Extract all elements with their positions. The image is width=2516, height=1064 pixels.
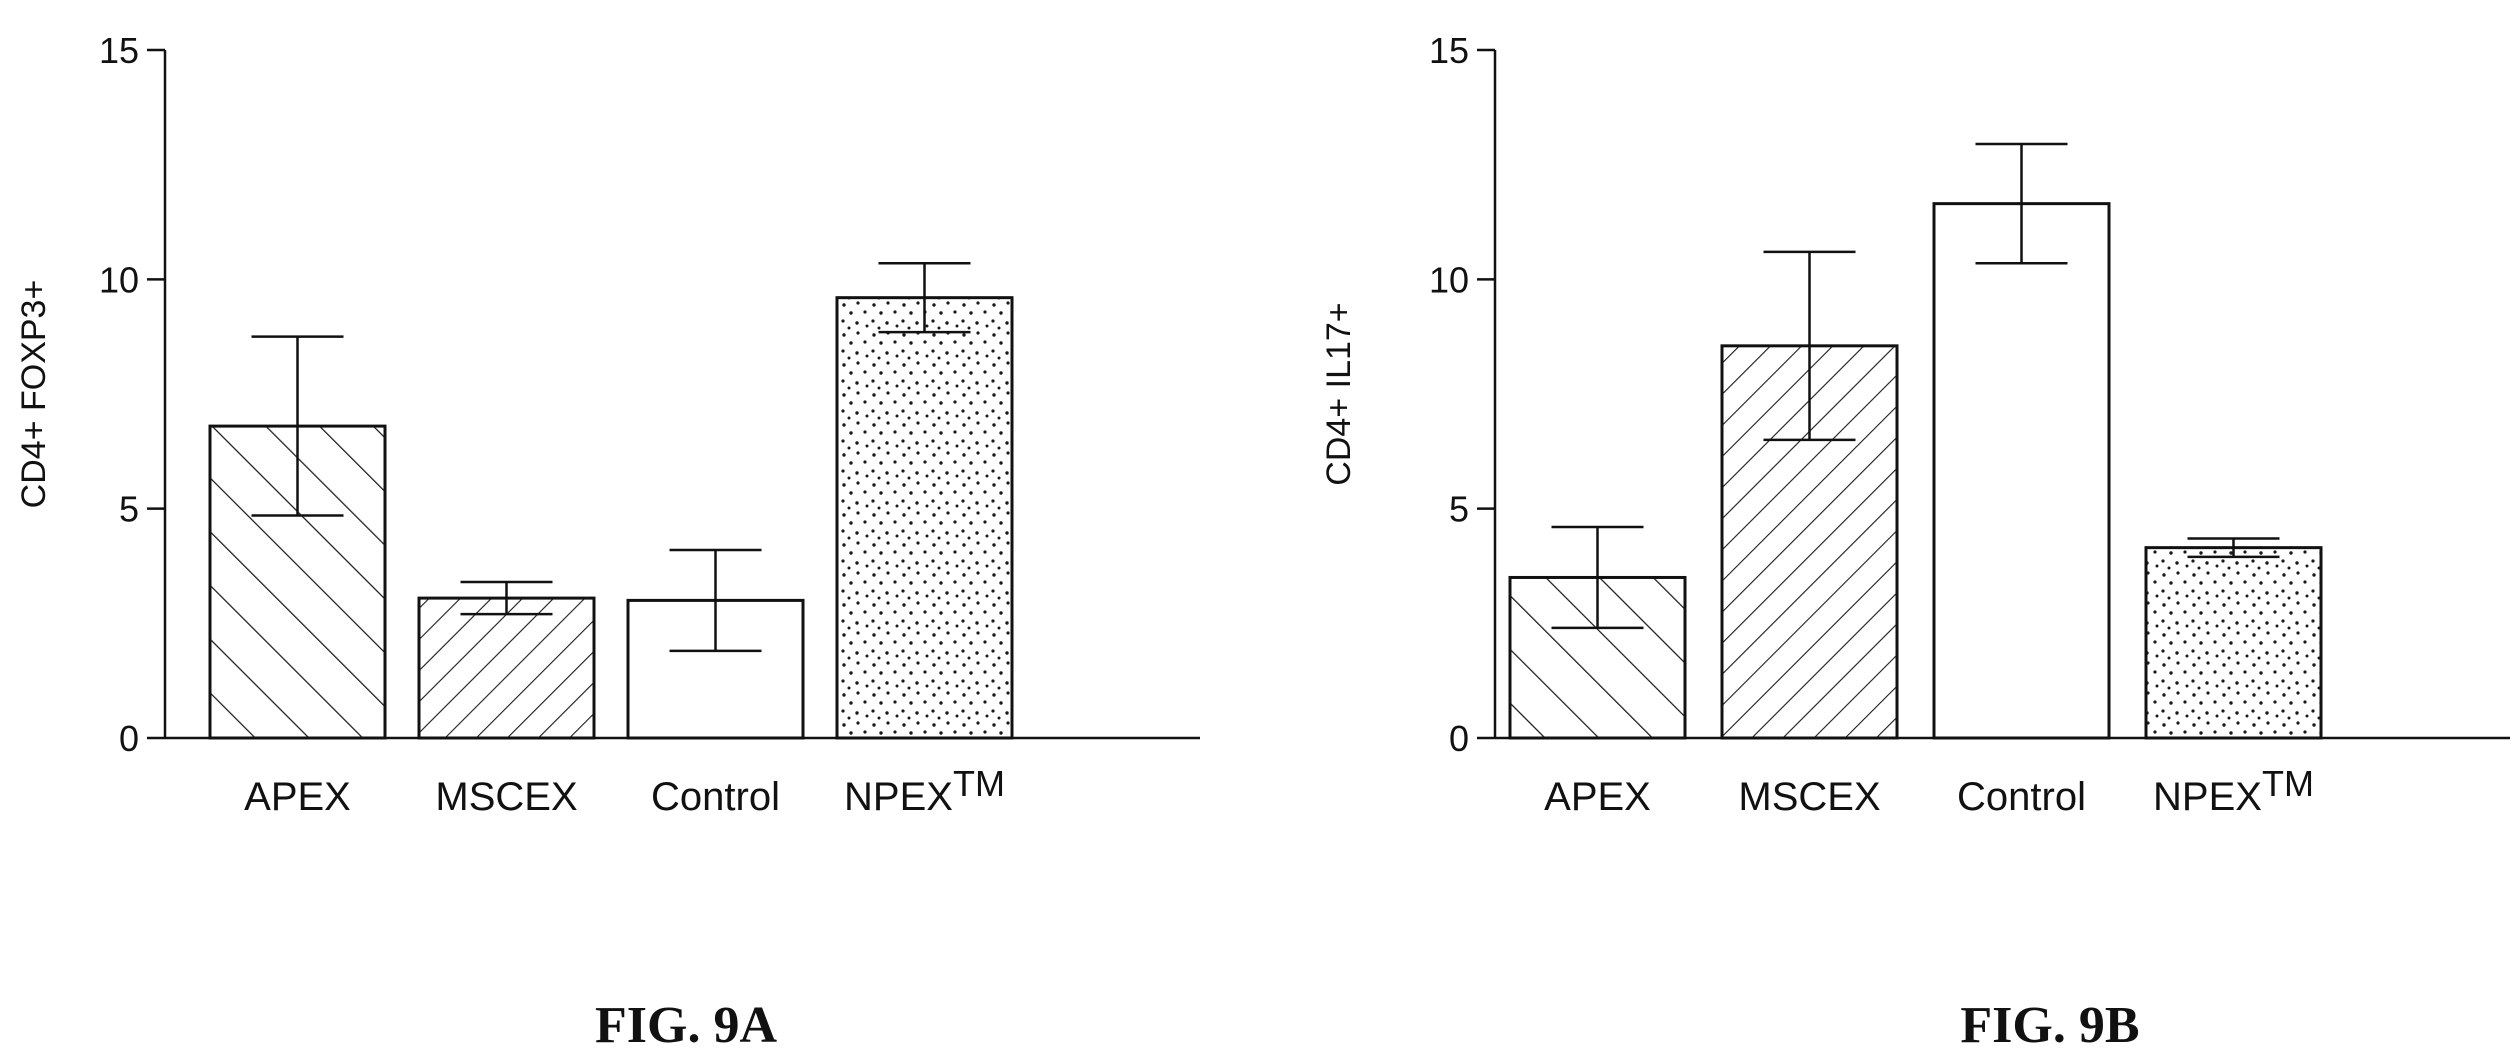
y-tick-label: 15	[99, 30, 139, 71]
bar	[417, 596, 596, 740]
x-tick-label: APEX	[1544, 775, 1651, 819]
x-tick-label: MSCEX	[435, 775, 577, 819]
y-tick-label: 10	[1429, 259, 1469, 300]
y-tick-label: 0	[1449, 718, 1469, 759]
y-axis-title: CD4+ FOXP3+	[15, 280, 53, 509]
bar	[1932, 202, 2111, 740]
x-tick-label: APEX	[244, 775, 351, 819]
figure-caption-9a: FIG. 9A	[595, 997, 777, 1054]
x-tick-label: NPEXTM	[844, 763, 1005, 819]
figure-caption-9b: FIG. 9B	[1960, 997, 2139, 1054]
y-tick-label: 5	[119, 489, 139, 530]
chart-panel-9a: 0 5 10 15 CD4+ FOXP3+ APEX MSCEX Control NPEXTM	[15, 30, 1200, 819]
x-tick-label: NPEXTM	[2153, 763, 2314, 819]
bar	[2144, 546, 2323, 740]
x-tick-label: Control	[1957, 775, 2086, 819]
chart-panel-9b: 0 5 10 15 CD4+ IL17+ APEX MSCEX Control NPEXTM	[1320, 30, 2510, 819]
y-tick-label: 10	[99, 259, 139, 300]
bar	[835, 296, 1014, 740]
x-tick-label: Control	[651, 775, 780, 819]
x-tick-label: MSCEX	[1738, 775, 1880, 819]
y-tick-label: 0	[119, 718, 139, 759]
y-tick-label: 5	[1449, 489, 1469, 530]
y-axis-title: CD4+ IL17+	[1320, 302, 1358, 485]
y-tick-label: 15	[1429, 30, 1469, 71]
